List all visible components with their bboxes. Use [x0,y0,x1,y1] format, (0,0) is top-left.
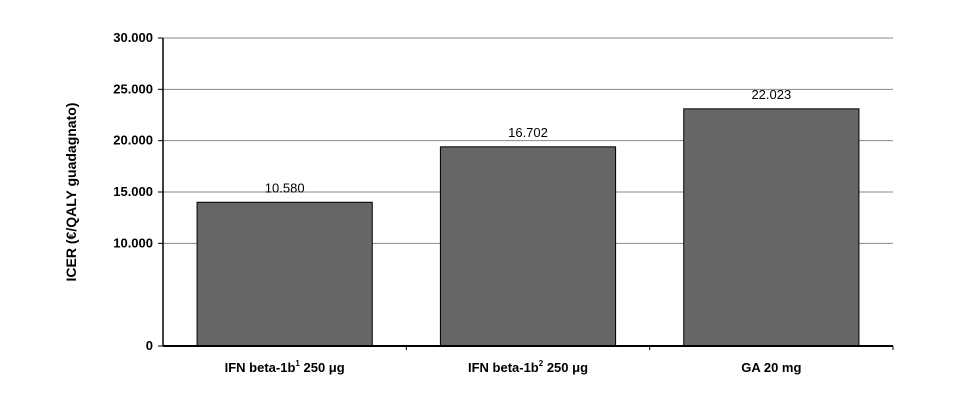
x-tick-label: GA 20 mg [741,360,801,375]
y-tick-label: 10.000 [113,235,153,250]
data-label: 16.702 [508,125,548,140]
labels: 0 10.000 15.000 20.000 25.000 30.000 10.580 IFN… [113,30,801,375]
bar [196,201,373,347]
axes [158,37,894,350]
y-tick-label: 0 [146,338,153,353]
x-tick-label: IFN beta-1b1 250 μg [225,359,345,375]
data-label: 10.580 [265,180,305,195]
y-tick-label: 15.000 [113,184,153,199]
y-tick-label: 25.000 [113,81,153,96]
y-tick-label: 20.000 [113,133,153,148]
x-tick-label: IFN beta-1b2 250 μg [468,359,588,375]
bars [196,108,860,347]
bar [439,146,617,347]
data-label: 22.023 [751,87,791,102]
y-tick-label: 30.000 [113,30,153,45]
y-axis-label: ICER (€/QALY guadagnato) [63,103,79,282]
bar [683,108,860,347]
